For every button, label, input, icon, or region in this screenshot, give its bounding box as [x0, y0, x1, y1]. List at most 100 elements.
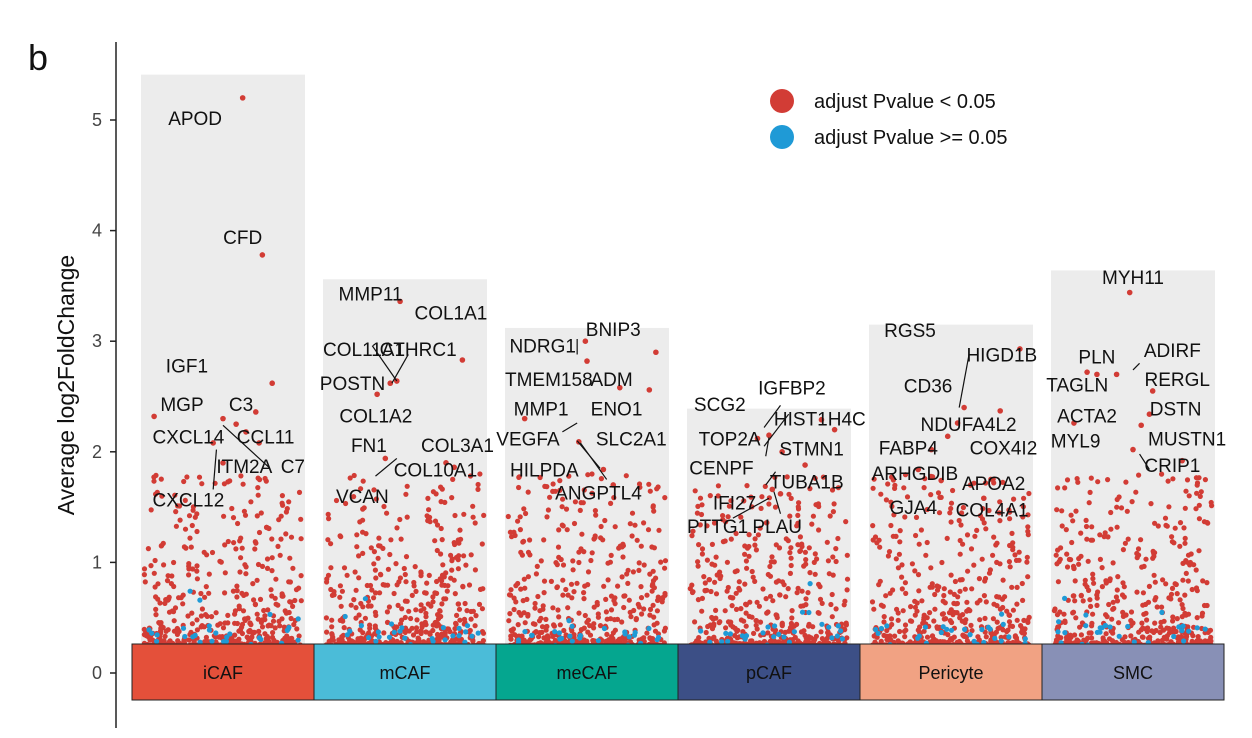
- point-pericyte: [921, 628, 927, 634]
- point-mecaf: [594, 602, 600, 608]
- point-mcaf: [360, 478, 366, 484]
- point-pcaf: [755, 532, 762, 538]
- point-mecaf: [628, 614, 634, 620]
- point-mecaf: [603, 609, 610, 615]
- point-pcaf: [794, 590, 800, 596]
- point-mcaf: [325, 511, 331, 517]
- point-mcaf: [472, 520, 478, 526]
- point-pericyte: [997, 606, 1004, 612]
- point-mcaf: [358, 600, 364, 607]
- point-ns-icaf: [206, 623, 212, 629]
- gene-label-adm: ADM: [590, 370, 632, 391]
- gene-label-c7: C7: [281, 457, 305, 478]
- point-smc: [1070, 609, 1077, 615]
- point-icaf: [206, 571, 212, 577]
- gene-label-slc2a1: SLC2A1: [596, 430, 667, 451]
- point-mcaf: [409, 625, 415, 631]
- point-ns-mecaf: [646, 625, 652, 632]
- point-icaf: [279, 500, 285, 506]
- gene-label-adirf: ADIRF: [1144, 341, 1201, 362]
- point-smc: [1062, 619, 1068, 626]
- point-mecaf: [632, 522, 638, 528]
- point-mecaf: [592, 533, 598, 539]
- point-mcaf: [479, 541, 485, 547]
- point-mecaf: [662, 495, 668, 501]
- point-pericyte: [913, 532, 919, 539]
- point-pericyte: [981, 593, 988, 599]
- point-mcaf: [344, 572, 350, 578]
- point-smc: [1196, 475, 1202, 481]
- point-icaf: [190, 507, 196, 513]
- point-pericyte: [869, 599, 876, 605]
- point-mecaf: [589, 490, 595, 496]
- highlighted-point: [961, 404, 967, 411]
- point-mecaf: [544, 633, 551, 639]
- category-label-mecaf: meCAF: [556, 663, 617, 683]
- point-pericyte: [983, 599, 989, 605]
- point-pcaf: [702, 588, 708, 594]
- point-smc: [1076, 561, 1082, 567]
- point-smc: [1088, 475, 1094, 481]
- point-pcaf: [799, 543, 805, 550]
- point-icaf: [239, 630, 245, 637]
- point-mcaf: [352, 569, 358, 575]
- point-icaf: [201, 549, 207, 555]
- point-icaf: [186, 572, 192, 578]
- point-icaf: [177, 517, 183, 523]
- point-icaf: [238, 535, 244, 541]
- point-mecaf: [541, 578, 548, 584]
- point-pcaf: [713, 591, 720, 597]
- point-icaf: [280, 593, 286, 599]
- point-mecaf: [544, 484, 550, 490]
- point-icaf: [239, 590, 245, 596]
- point-smc: [1052, 606, 1058, 612]
- point-mcaf: [425, 495, 431, 501]
- point-icaf: [194, 563, 200, 569]
- point-icaf: [156, 620, 162, 626]
- point-mecaf: [563, 506, 570, 512]
- point-mcaf: [371, 549, 377, 555]
- point-pcaf: [829, 487, 836, 493]
- point-pcaf: [802, 549, 809, 555]
- point-pericyte: [888, 616, 895, 622]
- point-smc: [1097, 556, 1103, 563]
- point-icaf: [161, 562, 167, 568]
- point-pericyte: [1006, 612, 1012, 618]
- point-pericyte: [1026, 490, 1032, 497]
- point-icaf: [254, 577, 260, 583]
- point-mecaf: [636, 560, 642, 566]
- point-ns-pericyte: [922, 624, 929, 630]
- point-mecaf: [600, 537, 606, 543]
- point-ns-mcaf: [464, 623, 471, 629]
- point-pcaf: [695, 563, 701, 569]
- point-mcaf: [424, 580, 430, 586]
- point-pcaf: [697, 522, 703, 528]
- point-icaf: [256, 628, 262, 635]
- point-icaf: [152, 584, 158, 590]
- point-ns-mecaf: [577, 635, 583, 641]
- point-mcaf: [439, 486, 445, 492]
- point-mecaf: [619, 619, 625, 625]
- point-smc: [1158, 619, 1164, 626]
- point-pcaf: [725, 514, 731, 520]
- point-pericyte: [994, 619, 1000, 625]
- point-smc: [1090, 576, 1096, 582]
- point-mcaf: [373, 575, 379, 581]
- point-mecaf: [647, 571, 653, 577]
- point-mcaf: [329, 592, 335, 599]
- gene-label-gja4: GJA4: [890, 498, 938, 519]
- point-mcaf: [434, 578, 440, 585]
- point-pcaf: [801, 563, 807, 569]
- point-smc: [1145, 599, 1152, 605]
- point-icaf: [175, 626, 181, 632]
- point-mecaf: [582, 612, 588, 619]
- point-smc: [1160, 627, 1167, 633]
- point-icaf: [265, 607, 271, 613]
- point-pericyte: [1011, 496, 1017, 502]
- point-smc: [1110, 599, 1116, 605]
- point-mecaf: [651, 508, 657, 514]
- point-pericyte: [933, 639, 939, 645]
- point-pcaf: [733, 590, 739, 596]
- point-ns-icaf: [187, 588, 193, 594]
- point-mecaf: [654, 608, 661, 614]
